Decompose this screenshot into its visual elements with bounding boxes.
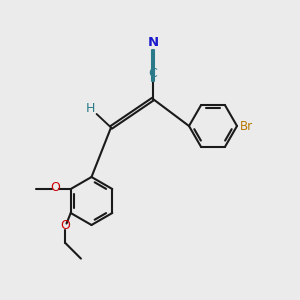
Text: C: C: [148, 67, 158, 80]
Text: Br: Br: [239, 119, 253, 133]
Text: H: H: [85, 102, 95, 115]
Text: O: O: [60, 219, 70, 232]
Text: O: O: [50, 181, 60, 194]
Text: N: N: [147, 36, 159, 49]
